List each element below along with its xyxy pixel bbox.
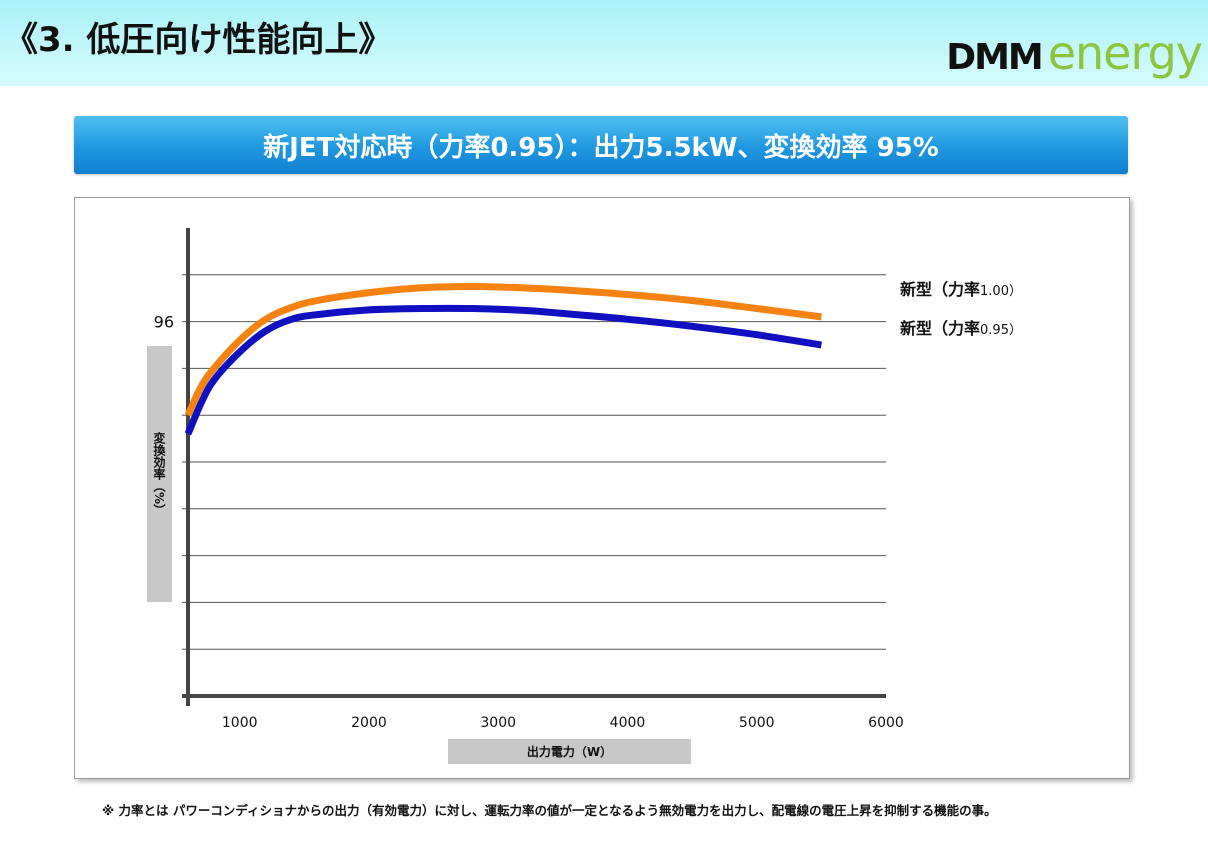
legend-entry-pf100: 新型（力率1.00） [900, 276, 1022, 300]
tick-layer: 1000 2000 3000 4000 5000 6000 96 [154, 313, 904, 731]
legend-entry-pf095-value: 0.95） [980, 323, 1022, 338]
x-tick-label-1: 2000 [351, 715, 387, 731]
footnote: ※ 力率とは パワーコンディショナからの出力（有効電力）に対し、運転力率の値が一… [102, 803, 997, 818]
series-line-pf095 [184, 304, 822, 436]
y-axis-label: 変換効率（%） [147, 346, 172, 602]
x-tick-label-3: 4000 [610, 715, 646, 731]
axis-layer [182, 228, 886, 706]
banner-text: 新JET対応時（力率0.95）：出力5.5kW、変換効率 95% [263, 132, 939, 163]
x-tick-label-2: 3000 [480, 715, 516, 731]
x-tick-label-5: 6000 [868, 715, 904, 731]
x-axis-label: 出力電力（W） [448, 739, 691, 764]
page-title: 《3. 低圧向け性能向上》 [4, 20, 393, 60]
y-axis-label-text: 変換効率（%） [152, 431, 166, 517]
series-layer [184, 283, 822, 436]
logo: DMM energy [946, 26, 1203, 86]
legend-entry-pf095: 新型（力率0.95） [900, 315, 1022, 339]
legend-entry-pf100-main: 新型（力率 [900, 280, 981, 299]
legend-entry-pf095-main: 新型（力率 [900, 319, 981, 338]
legend-entry-pf100-value: 1.00） [980, 284, 1022, 299]
logo-dmm: DMM [946, 37, 1044, 78]
x-tick-label-4: 5000 [739, 715, 775, 731]
header-band [0, 0, 1208, 86]
x-axis-label-text: 出力電力（W） [526, 745, 613, 759]
series-line-pf100 [184, 283, 822, 417]
logo-energy: energy [1047, 26, 1203, 80]
y-tick-label-0: 96 [154, 313, 174, 332]
headline-banner: 新JET対応時（力率0.95）：出力5.5kW、変換効率 95% [74, 116, 1128, 174]
grid-layer [182, 274, 886, 650]
x-tick-label-0: 1000 [222, 715, 258, 731]
